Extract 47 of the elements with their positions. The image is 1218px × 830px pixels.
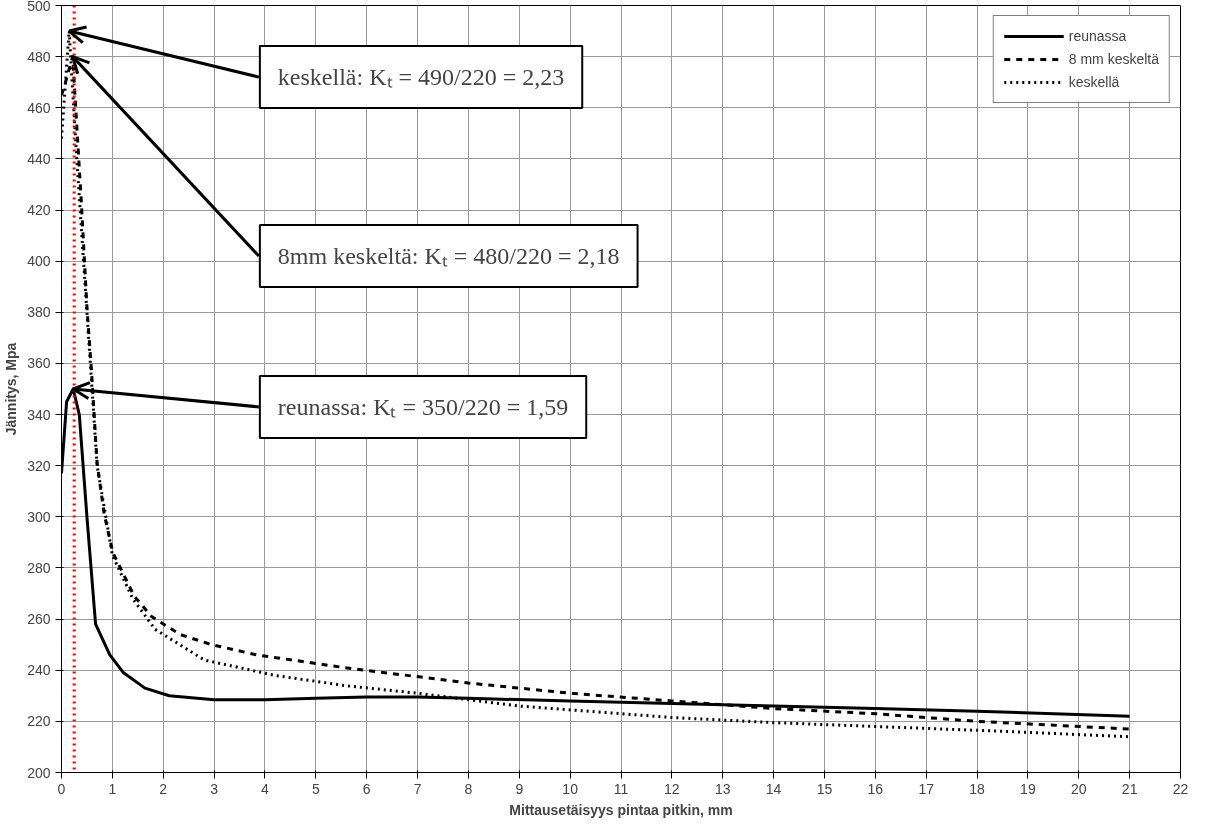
x-tick-label: 14 (765, 780, 782, 797)
annotation: keskellä: Kₜ = 490/220 = 2,23 (277, 64, 565, 91)
x-tick-label: 5 (311, 780, 320, 797)
x-tick-label: 21 (1121, 780, 1138, 797)
x-tick-label: 17 (918, 780, 935, 797)
legend-label: reunassa (1068, 28, 1127, 44)
x-tick-label: 8 (464, 780, 473, 797)
y-tick-label: 280 (27, 559, 51, 576)
annotation: 8mm keskeltä: Kₜ = 480/220 = 2,18 (277, 243, 620, 270)
y-tick-label: 220 (27, 713, 51, 730)
x-tick-label: 12 (664, 780, 680, 797)
x-tick-label: 10 (562, 780, 579, 797)
x-tick-label: 11 (613, 780, 629, 797)
y-tick-label: 260 (27, 611, 51, 628)
x-tick-label: 13 (714, 780, 731, 797)
legend-label: keskellä (1068, 74, 1120, 90)
y-tick-label: 480 (27, 48, 51, 65)
y-tick-label: 200 (27, 764, 51, 781)
x-tick-label: 7 (413, 780, 422, 797)
x-tick-label: 1 (108, 780, 117, 797)
y-tick-label: 460 (27, 99, 51, 116)
y-tick-label: 500 (27, 0, 51, 14)
x-tick-label: 9 (515, 780, 524, 797)
y-tick-label: 240 (27, 662, 51, 679)
x-tick-label: 18 (969, 780, 986, 797)
y-axis-title: Jännitys, Mpa (3, 342, 20, 436)
y-tick-label: 420 (27, 202, 51, 219)
y-tick-label: 400 (27, 253, 51, 270)
x-tick-label: 4 (261, 780, 270, 797)
y-tick-label: 440 (27, 150, 51, 167)
x-tick-label: 19 (1020, 780, 1036, 797)
x-tick-label: 15 (816, 780, 833, 797)
x-tick-label: 6 (362, 780, 371, 797)
y-tick-label: 360 (27, 355, 51, 372)
y-tick-label: 320 (27, 457, 51, 474)
x-axis-title: Mittausetäisyys pintaa pitkin, mm (509, 801, 733, 818)
x-tick-label: 22 (1172, 780, 1189, 797)
annotation: reunassa: Kₜ = 350/220 = 1,59 (277, 393, 569, 420)
x-tick-label: 20 (1070, 780, 1087, 797)
x-tick-label: 3 (210, 780, 219, 797)
y-tick-label: 340 (27, 406, 51, 423)
x-tick-label: 16 (867, 780, 884, 797)
legend-label: 8 mm keskeltä (1068, 51, 1159, 67)
x-tick-label: 0 (57, 780, 66, 797)
y-tick-label: 380 (27, 304, 51, 321)
x-tick-label: 2 (159, 780, 168, 797)
y-tick-label: 300 (27, 508, 51, 525)
